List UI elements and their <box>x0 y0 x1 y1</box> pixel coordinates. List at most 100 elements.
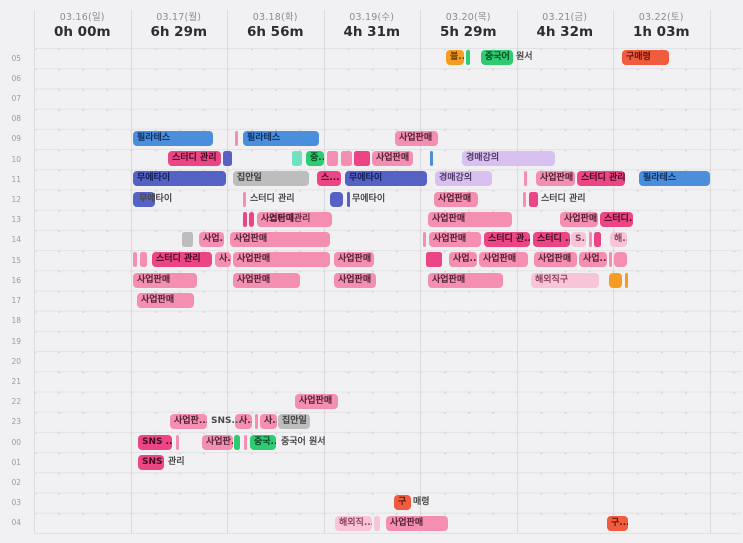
event-bar[interactable] <box>140 252 147 267</box>
event-badge[interactable]: 사업판매 스터디관리 <box>257 212 332 227</box>
event-badge[interactable]: 사업판매 <box>133 273 197 288</box>
event-title: 무에타이 <box>352 194 386 204</box>
event-badge[interactable]: 무에타이 <box>345 171 427 186</box>
event-badge[interactable] <box>614 252 627 267</box>
event-badge[interactable]: 사업판매 <box>395 131 438 146</box>
event-badge[interactable]: 스... <box>317 171 341 186</box>
event-badge[interactable]: 사업판매 <box>372 151 413 166</box>
event-bar[interactable] <box>523 192 526 207</box>
event-bar[interactable] <box>625 273 628 288</box>
event-bar[interactable] <box>374 516 380 531</box>
event-badge[interactable]: 사... <box>215 252 231 267</box>
event-bar[interactable] <box>244 435 247 450</box>
event-badge[interactable]: 사업판매 <box>230 232 330 247</box>
event-badge[interactable]: 사업판... <box>202 435 233 450</box>
event-badge[interactable]: 사업판매 <box>334 252 374 267</box>
event-badge[interactable]: 스터디 관리 <box>577 171 625 186</box>
event-badge[interactable]: 사업판... <box>170 414 207 429</box>
event-badge[interactable]: 필라테스 <box>243 131 319 146</box>
column-separator <box>709 10 711 533</box>
event-badge[interactable]: 필라테스 <box>133 131 213 146</box>
event-badge[interactable]: 사업판매 <box>386 516 448 531</box>
event-badge[interactable]: 해외직구 <box>531 273 599 288</box>
event-badge[interactable]: 사업... <box>199 232 224 247</box>
event-badge[interactable]: 사업판매 <box>137 293 194 308</box>
event-badge[interactable]: 사업판매 <box>233 252 330 267</box>
event-badge[interactable] <box>330 192 343 207</box>
event-bar[interactable] <box>347 192 350 207</box>
event-badge[interactable]: 사업판매 <box>428 212 512 227</box>
event-badge[interactable]: 사업... <box>579 252 607 267</box>
event-badge[interactable]: 경매강의 <box>435 171 492 186</box>
event-bar[interactable] <box>327 151 338 166</box>
event-bar[interactable] <box>176 435 179 450</box>
event-badge[interactable]: 구 <box>394 495 411 510</box>
event-bar[interactable] <box>423 232 426 247</box>
event-badge[interactable]: 구매령 <box>622 50 669 65</box>
event-bar[interactable] <box>430 151 433 166</box>
event-badge[interactable]: 중... <box>306 151 324 166</box>
event-badge[interactable]: 집안일 <box>233 171 309 186</box>
event-badge[interactable]: 해외직... <box>335 516 372 531</box>
event-badge[interactable]: SNS ... <box>138 435 172 450</box>
event-bar[interactable] <box>589 232 592 247</box>
event-badge[interactable]: 중국... <box>250 435 276 450</box>
event-bar[interactable] <box>354 151 370 166</box>
event-badge[interactable]: 사업판매 <box>295 394 338 409</box>
event-bar[interactable] <box>255 414 258 429</box>
event-bar[interactable] <box>609 252 612 267</box>
event-badge[interactable]: 사업판매 <box>479 252 528 267</box>
event-badge[interactable]: 사업판매 <box>334 273 376 288</box>
event-badge[interactable]: 필라테스 <box>639 171 710 186</box>
event-badge[interactable]: 사업... <box>449 252 477 267</box>
event-badge[interactable]: 사업판매 <box>434 192 478 207</box>
event-bar[interactable] <box>182 232 193 247</box>
event-bar[interactable] <box>234 435 240 450</box>
event-badge[interactable]: 스터디 관리 <box>152 252 212 267</box>
event-bar[interactable] <box>341 151 352 166</box>
event-badge[interactable]: 경매강의 <box>462 151 555 166</box>
event-title: 해외직... <box>339 518 372 528</box>
event-badge[interactable]: 블.. <box>446 50 464 65</box>
day-header[interactable]: 03.20(목) 5h 29m <box>420 0 517 44</box>
event-bar[interactable] <box>524 171 527 186</box>
event-bar[interactable] <box>426 252 442 267</box>
event-badge[interactable]: 스터디... <box>600 212 633 227</box>
day-header[interactable]: 03.17(월) 6h 29m <box>131 0 228 44</box>
event-badge[interactable]: 구... <box>607 516 628 531</box>
event-bar[interactable] <box>133 252 137 267</box>
event-badge[interactable]: 사업판매 <box>560 212 598 227</box>
event-badge[interactable]: 사... <box>260 414 277 429</box>
event-badge[interactable]: 무에타이 <box>133 171 226 186</box>
event-badge[interactable] <box>133 192 155 207</box>
event-bar[interactable] <box>466 50 470 65</box>
day-header[interactable]: 03.22(토) 1h 03m <box>613 0 710 44</box>
event-badge[interactable]: 사업판매 <box>233 273 300 288</box>
event-badge[interactable]: 사업판매 <box>534 252 577 267</box>
event-badge[interactable]: 사... <box>235 414 252 429</box>
event-badge[interactable]: 스터디 ... <box>533 232 570 247</box>
event-badge[interactable]: 해... <box>610 232 627 247</box>
event-bar[interactable] <box>529 192 538 207</box>
event-bar[interactable] <box>594 232 601 247</box>
event-badge[interactable]: 사업판매 <box>536 171 575 186</box>
event-badge[interactable]: 집안일 <box>278 414 310 429</box>
day-header[interactable]: 03.18(화) 6h 56m <box>227 0 324 44</box>
event-badge[interactable]: 사업판매 <box>429 232 481 247</box>
day-header[interactable]: 03.19(수) 4h 31m <box>324 0 421 44</box>
event-bar[interactable] <box>243 212 247 227</box>
event-bar[interactable] <box>243 192 246 207</box>
event-badge[interactable]: 스터디 관리 <box>168 151 221 166</box>
event-badge[interactable] <box>609 273 622 288</box>
event-bar[interactable] <box>223 151 232 166</box>
event-badge[interactable]: 스터디 관... <box>484 232 530 247</box>
event-badge[interactable]: 중국어 <box>481 50 513 65</box>
day-header[interactable]: 03.21(금) 4h 32m <box>517 0 614 44</box>
event-bar[interactable] <box>249 212 254 227</box>
event-bar[interactable] <box>292 151 302 166</box>
day-header[interactable]: 03.16(일) 0h 00m <box>34 0 131 44</box>
event-badge[interactable]: SNS <box>138 455 164 470</box>
event-badge[interactable]: S... <box>571 232 586 247</box>
event-badge[interactable]: 사업판매 <box>428 273 503 288</box>
event-bar[interactable] <box>235 131 238 146</box>
